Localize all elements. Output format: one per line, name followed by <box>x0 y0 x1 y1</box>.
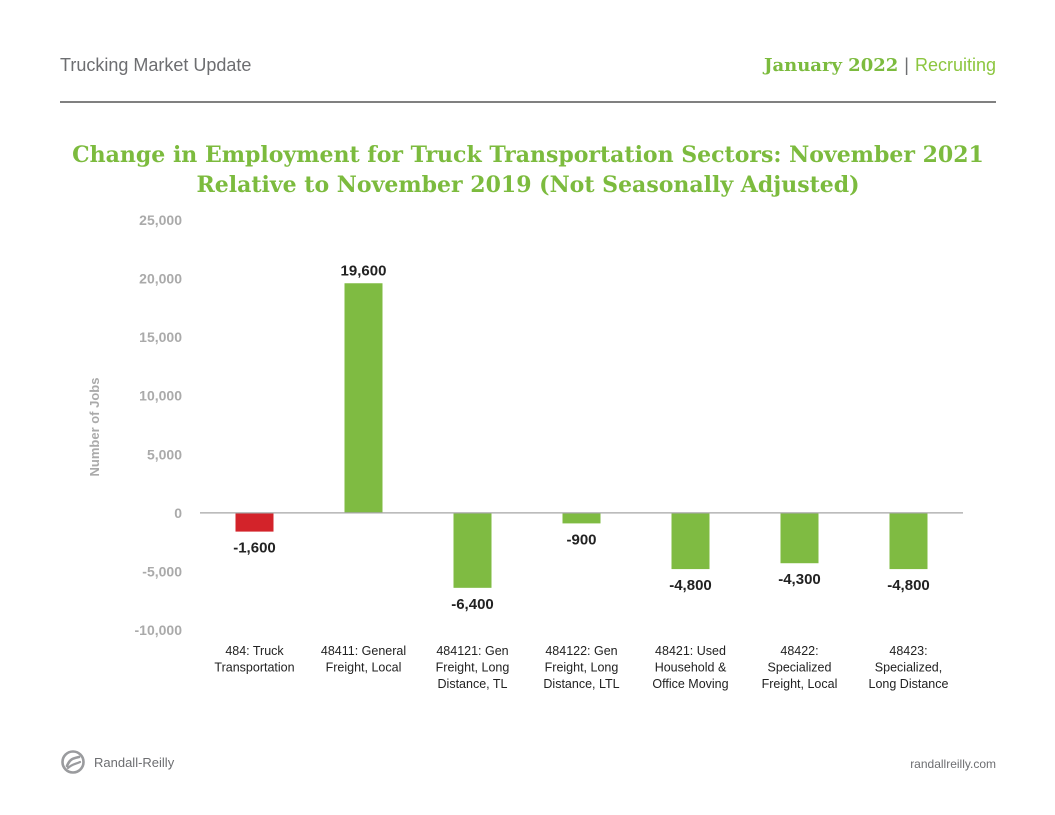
bar <box>453 512 492 588</box>
chart-title-line2: Relative to November 2019 (Not Seasonall… <box>196 172 860 198</box>
y-tick-label: 5,000 <box>147 446 182 462</box>
x-tick-label: 484: Truck <box>225 644 284 658</box>
data-label: -6,400 <box>451 596 494 613</box>
report-date-section: January 2022 | Recruiting <box>764 55 996 76</box>
x-tick-label: 48411: General <box>321 644 406 658</box>
x-tick-label: Office Moving <box>652 677 728 691</box>
data-label: -4,300 <box>778 571 821 588</box>
x-tick-label: Long Distance <box>869 677 949 691</box>
y-tick-label: 15,000 <box>139 329 182 345</box>
report-month: January 2022 <box>763 55 899 76</box>
x-tick-label: Freight, Long <box>545 661 619 675</box>
chart-title: Change in Employment for Truck Transport… <box>60 140 996 200</box>
y-tick-label: 20,000 <box>139 271 182 287</box>
y-tick-label: 0 <box>174 505 182 521</box>
x-tick-label: 48422: <box>780 644 818 658</box>
bar <box>235 512 274 532</box>
footer-brand: Randall-Reilly <box>60 749 174 775</box>
y-tick-label: -5,000 <box>142 563 182 579</box>
report-title: Trucking Market Update <box>60 55 252 75</box>
y-tick-label: 25,000 <box>139 212 182 228</box>
y-tick-label: -10,000 <box>135 622 183 638</box>
data-label: -4,800 <box>669 577 712 594</box>
randall-reilly-logo-icon <box>61 750 85 774</box>
bar <box>671 512 710 570</box>
bar <box>562 512 601 524</box>
y-tick-label: 10,000 <box>139 388 182 404</box>
data-label: 19,600 <box>341 262 387 279</box>
bar <box>780 512 819 564</box>
x-tick-label: Freight, Local <box>762 677 838 691</box>
bar <box>889 512 928 570</box>
x-tick-label: 48423: <box>889 644 927 658</box>
data-label: -900 <box>566 531 596 548</box>
x-tick-label: Specialized, <box>875 661 942 675</box>
header-divider <box>60 101 996 103</box>
x-tick-label: Freight, Long <box>436 661 510 675</box>
report-section: Recruiting <box>914 55 996 75</box>
chart-title-line1: Change in Employment for Truck Transport… <box>72 142 984 168</box>
x-tick-label: Freight, Local <box>326 661 402 675</box>
data-label: -1,600 <box>233 540 276 557</box>
footer-brand-name: Randall-Reilly <box>94 754 175 770</box>
x-tick-label: Specialized <box>768 661 832 675</box>
data-label: -4,800 <box>887 577 930 594</box>
x-tick-label: 484121: Gen <box>436 644 508 658</box>
x-tick-label: 48421: Used <box>655 644 726 658</box>
bar <box>344 283 383 513</box>
y-axis-title: Number of Jobs <box>87 378 102 477</box>
x-tick-label: 484122: Gen <box>545 644 617 658</box>
x-tick-label: Transportation <box>214 661 294 675</box>
header-separator: | <box>904 55 909 75</box>
footer-url: randallreilly.com <box>910 757 996 771</box>
x-tick-label: Household & <box>655 661 727 675</box>
x-tick-label: Distance, TL <box>438 677 508 691</box>
x-tick-label: Distance, LTL <box>543 677 619 691</box>
